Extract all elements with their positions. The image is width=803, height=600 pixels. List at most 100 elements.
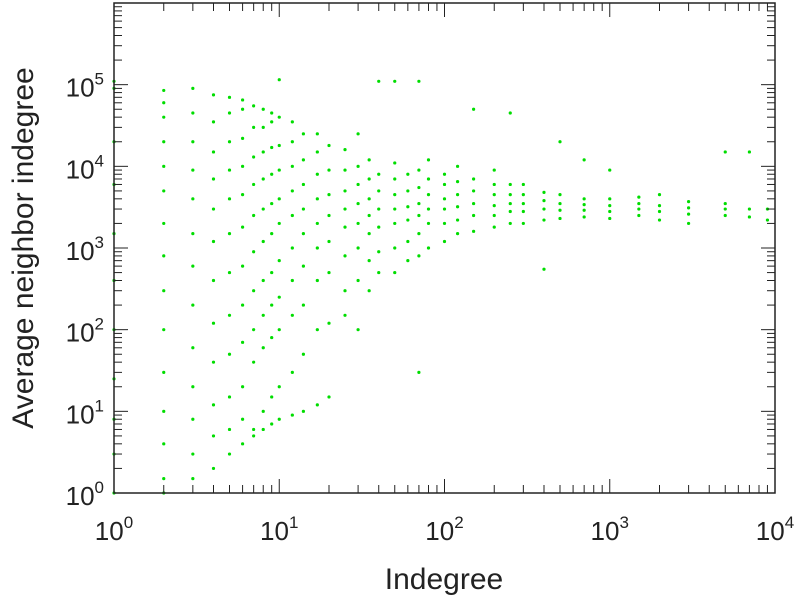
data-point bbox=[508, 182, 512, 187]
data-point bbox=[356, 182, 360, 187]
data-point bbox=[521, 201, 525, 206]
data-point bbox=[343, 254, 347, 258]
data-point bbox=[240, 303, 245, 307]
data-point bbox=[277, 143, 281, 148]
data-point bbox=[162, 409, 166, 413]
data-point bbox=[657, 193, 662, 197]
data-point bbox=[492, 193, 496, 197]
data-point bbox=[455, 164, 460, 168]
data-point bbox=[252, 155, 256, 159]
data-point bbox=[252, 250, 256, 254]
data-point bbox=[492, 225, 496, 229]
x-tick-label: 104 bbox=[756, 513, 794, 546]
data-point bbox=[252, 360, 256, 364]
data-point bbox=[270, 145, 274, 150]
data-point bbox=[582, 215, 586, 219]
data-point bbox=[637, 195, 641, 199]
data-point bbox=[377, 79, 381, 83]
data-point bbox=[367, 259, 371, 263]
data-point bbox=[426, 158, 431, 162]
data-point bbox=[417, 213, 421, 218]
data-point bbox=[261, 125, 265, 129]
data-point bbox=[377, 207, 381, 211]
data-point bbox=[377, 189, 381, 193]
data-point bbox=[277, 328, 281, 332]
data-point bbox=[301, 182, 305, 187]
data-point bbox=[393, 193, 397, 197]
data-point bbox=[608, 168, 612, 172]
data-point bbox=[686, 221, 691, 226]
data-point bbox=[261, 409, 265, 413]
data-point bbox=[240, 193, 245, 197]
data-point bbox=[240, 385, 245, 389]
data-point bbox=[315, 132, 319, 136]
data-point bbox=[417, 254, 421, 258]
data-point bbox=[252, 328, 256, 332]
data-point bbox=[393, 246, 397, 250]
data-point bbox=[442, 172, 447, 176]
data-point bbox=[191, 140, 195, 144]
data-point bbox=[290, 370, 294, 374]
data-point bbox=[426, 177, 431, 181]
data-point bbox=[227, 313, 232, 317]
data-point bbox=[211, 93, 216, 97]
data-point bbox=[270, 395, 274, 399]
data-point bbox=[657, 218, 662, 222]
data-point bbox=[261, 150, 265, 154]
data-point bbox=[162, 101, 166, 105]
data-point bbox=[227, 352, 232, 356]
data-point bbox=[367, 213, 371, 218]
data-point bbox=[290, 140, 294, 144]
data-point bbox=[240, 136, 245, 140]
data-point bbox=[270, 335, 274, 340]
data-point bbox=[508, 221, 512, 226]
data-point bbox=[521, 182, 525, 187]
data-point bbox=[240, 417, 245, 421]
data-point bbox=[356, 246, 360, 250]
data-point bbox=[608, 209, 612, 214]
data-point bbox=[455, 180, 460, 184]
data-point bbox=[455, 205, 460, 209]
data-point bbox=[191, 264, 195, 268]
y-tick-label: 101 bbox=[66, 396, 104, 429]
data-point bbox=[747, 207, 752, 211]
data-point bbox=[426, 221, 431, 226]
data-point bbox=[211, 321, 216, 325]
data-point bbox=[227, 111, 232, 115]
data-point bbox=[270, 422, 274, 426]
data-point bbox=[162, 164, 166, 168]
data-point bbox=[270, 111, 274, 115]
data-point bbox=[393, 79, 397, 83]
data-point bbox=[608, 216, 612, 221]
data-point bbox=[558, 208, 562, 212]
data-point bbox=[270, 120, 274, 124]
data-point bbox=[252, 104, 256, 108]
data-point bbox=[472, 177, 476, 181]
data-point bbox=[211, 207, 216, 211]
data-point bbox=[240, 340, 245, 344]
data-point bbox=[442, 197, 447, 201]
data-point bbox=[442, 182, 447, 187]
data-point bbox=[558, 193, 562, 197]
data-point bbox=[240, 164, 245, 168]
data-point bbox=[492, 168, 496, 172]
data-point bbox=[290, 213, 294, 218]
data-point bbox=[417, 232, 421, 236]
data-point bbox=[442, 239, 447, 244]
data-point bbox=[393, 270, 397, 275]
data-point bbox=[356, 278, 360, 283]
data-point bbox=[211, 403, 216, 407]
data-point bbox=[637, 213, 641, 218]
data-point bbox=[277, 221, 281, 226]
data-point bbox=[657, 209, 662, 214]
data-point bbox=[315, 172, 319, 176]
data-point bbox=[191, 477, 195, 481]
data-point bbox=[542, 190, 546, 194]
data-point bbox=[582, 208, 586, 212]
data-point bbox=[270, 270, 274, 275]
data-point bbox=[252, 213, 256, 218]
data-point bbox=[542, 207, 546, 211]
y-tick-label: 102 bbox=[66, 315, 104, 348]
data-point bbox=[261, 207, 265, 211]
